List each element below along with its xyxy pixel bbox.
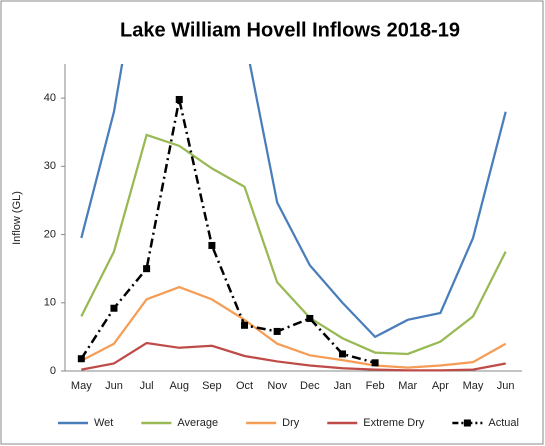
y-tick-label: 30 [44,160,56,172]
x-tick-label: Apr [432,380,449,392]
series-line [80,64,507,339]
x-tick-label: May [71,380,92,392]
point-marker [175,95,183,103]
x-tick-label: Jul [140,380,154,392]
y-tick-label: 40 [44,92,56,104]
legend-marker [463,419,471,427]
legend-label: Average [177,417,218,429]
point-marker [306,314,314,322]
x-tick-label: Mar [398,380,417,392]
point-marker [338,350,346,358]
y-tick-label: 10 [44,297,56,309]
x-tick-label: Jun [497,380,515,392]
chart-title: Lake William Hovell Inflows 2018-19 [120,19,460,41]
x-tick-label: Feb [366,380,385,392]
x-tick-label: Sep [202,380,222,392]
x-tick-label: Jun [105,380,123,392]
series-line [80,99,376,365]
point-marker [77,355,85,363]
y-tick-label: 20 [44,228,56,240]
x-tick-label: Jan [334,380,352,392]
series-line [80,285,507,369]
point-marker [110,304,118,312]
series-line [81,341,506,372]
point-marker [143,265,151,273]
x-tick-label: Nov [267,380,287,392]
y-tick-label: 0 [50,365,56,377]
series-line [80,133,507,356]
x-tick-label: May [463,380,484,392]
point-marker [241,321,249,329]
x-tick-label: Oct [236,380,253,392]
plot-area [77,64,507,372]
y-axis-label: Inflow (GL) [11,191,23,245]
legend-label: Actual [488,417,519,429]
legend-label: Dry [282,417,300,429]
point-marker [371,359,379,367]
legend-label: Wet [94,417,113,429]
point-marker [273,327,281,335]
point-marker [208,241,216,249]
legend-label: Extreme Dry [363,417,425,429]
x-tick-label: Dec [300,380,320,392]
x-tick-label: Aug [169,380,189,392]
